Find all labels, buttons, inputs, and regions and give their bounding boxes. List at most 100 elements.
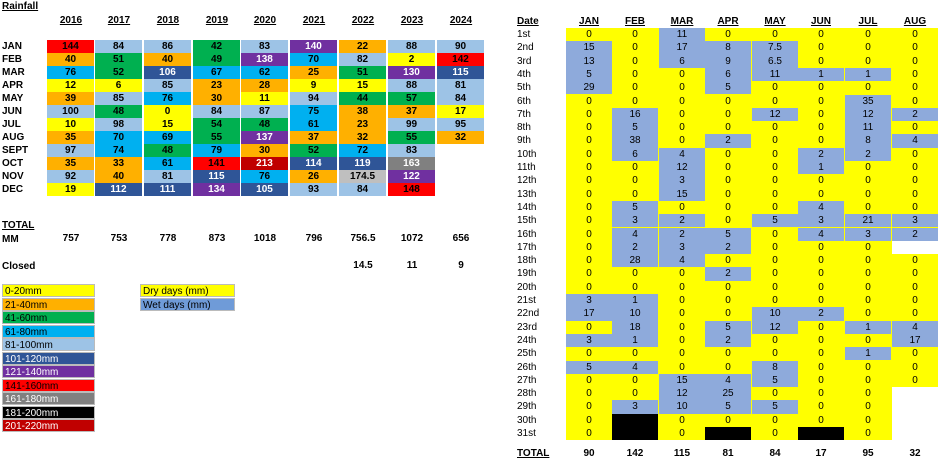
daily-cell: 0	[632, 95, 638, 107]
grid-cell: 76	[47, 66, 95, 79]
grid-cell: 85	[95, 92, 143, 105]
daily-cell: 0	[586, 241, 592, 253]
daily-cell: 0	[865, 175, 871, 187]
grid-cell: 84	[437, 92, 485, 105]
grid-cell: 40	[144, 53, 192, 66]
grid-cell: 134	[193, 183, 241, 196]
daily-cell: 10	[659, 400, 705, 414]
daily-cell: 0	[632, 42, 638, 54]
daily-cell: 0	[865, 401, 871, 413]
grid-cell: 38	[339, 105, 387, 118]
year-header: 2021	[302, 15, 326, 26]
daily-cell: 2	[705, 240, 751, 255]
daily-cell: 0	[818, 175, 824, 187]
daily-cell: 0	[818, 42, 824, 54]
total-value: 753	[110, 233, 128, 244]
daily-cell: 0	[586, 175, 592, 187]
daily-cell: 0	[818, 334, 824, 346]
grid-cell: 0	[144, 105, 192, 118]
grid-cell: 84	[193, 105, 241, 118]
daily-cell: 10	[612, 307, 658, 321]
grid-cell: 100	[47, 105, 95, 118]
daily-cell: 2	[892, 227, 938, 241]
daily-cell: 0	[725, 361, 731, 373]
daily-cell: 0	[679, 308, 685, 320]
month-label: OCT	[2, 158, 24, 169]
legend-item: 141-160mm	[2, 378, 95, 392]
grid-cell: 52	[290, 144, 338, 157]
grid-cell: 85	[144, 79, 192, 92]
daily-cell: 0	[772, 95, 778, 107]
daily-cell: 5	[705, 320, 751, 334]
grid-cell: 2	[388, 53, 436, 66]
daily-cell: 12	[659, 161, 705, 175]
daily-cell: 0	[865, 55, 871, 67]
daily-cell: 0	[772, 122, 778, 134]
daily-date: 5th	[517, 82, 531, 94]
daily-cell: 0	[725, 414, 731, 426]
grid-cell: 35	[47, 157, 95, 170]
daily-cell: 4	[612, 360, 658, 374]
daily-cell: 0	[865, 414, 871, 426]
daily-cell: 25	[705, 387, 751, 401]
daily-cell: 16	[612, 107, 658, 122]
grid-cell: 61	[144, 157, 192, 170]
daily-cell: 0	[679, 201, 685, 213]
daily-cell: 0	[912, 68, 918, 80]
daily-cell: 3	[566, 294, 612, 308]
daily-cell: 0	[912, 162, 918, 173]
daily-cell: 21	[845, 214, 891, 228]
grid-cell: 138	[241, 53, 289, 66]
daily-cell: 2	[705, 134, 751, 148]
total-value: 756.5	[350, 233, 376, 244]
grid-cell: 119	[339, 157, 387, 170]
grid-cell: 15	[339, 79, 387, 92]
daily-cell: 0	[586, 281, 592, 293]
wet-days-key: Wet days (mm)	[140, 298, 235, 311]
daily-date: 6th	[517, 95, 531, 107]
daily-cell: 12	[845, 107, 891, 122]
daily-cell: 0	[586, 374, 592, 386]
grid-cell: 70	[95, 131, 143, 144]
grid-cell: 9	[290, 79, 338, 92]
daily-cell: 1	[612, 333, 658, 348]
daily-cell: 0	[912, 175, 918, 187]
daily-cell: 4	[705, 373, 751, 388]
daily-date: 24th	[517, 334, 537, 346]
grid-cell: 55	[388, 131, 436, 144]
daily-cell: 0	[912, 374, 918, 386]
daily-cell: 4	[892, 134, 938, 148]
grid-cell: 62	[241, 66, 289, 79]
daily-date: 28th	[517, 388, 537, 400]
grid-cell: 40	[95, 170, 143, 183]
grid-cell: 95	[437, 118, 485, 131]
daily-cell: 0	[679, 414, 685, 426]
grid-cell: 76	[241, 170, 289, 183]
grid-cell: 84	[339, 183, 387, 196]
daily-cell: 0	[818, 268, 824, 280]
grid-cell: 11	[241, 92, 289, 105]
daily-cell: 0	[865, 188, 871, 200]
legend-item: 0-20mm	[2, 284, 95, 297]
grid-cell: 142	[437, 53, 485, 66]
daily-cell: 1	[845, 347, 891, 361]
daily-cell: 0	[772, 428, 778, 439]
daily-cell: 5	[566, 360, 612, 374]
grid-cell: 35	[47, 131, 95, 144]
daily-cell: 0	[586, 268, 592, 280]
daily-cell: 0	[772, 255, 778, 267]
daily-date: 17th	[517, 241, 537, 253]
daily-cell: 0	[632, 281, 638, 293]
daily-cell: 0	[912, 42, 918, 54]
daily-cell	[892, 413, 938, 427]
daily-cell: 0	[632, 55, 638, 67]
grid-cell: 57	[388, 92, 436, 105]
daily-cell: 0	[725, 175, 731, 187]
grid-cell: 17	[437, 105, 485, 118]
closed-value: 11	[406, 260, 418, 271]
grid-cell: 90	[437, 40, 485, 53]
daily-cell: 0	[586, 255, 592, 267]
daily-cell: 0	[586, 148, 592, 160]
daily-total-value: 115	[673, 448, 691, 459]
daily-cell: 0	[818, 122, 824, 134]
